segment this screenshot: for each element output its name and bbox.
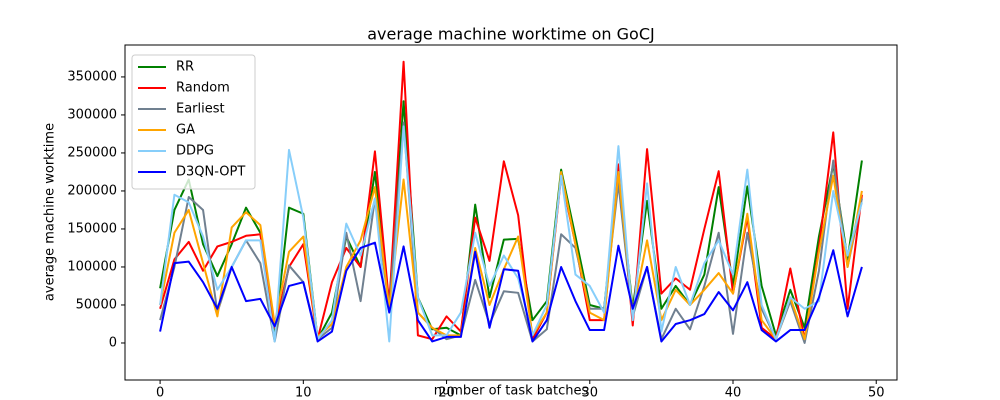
- y-tick-label: 200000: [67, 183, 117, 198]
- legend-label: Random: [176, 81, 230, 96]
- y-tick-label: 350000: [67, 69, 117, 84]
- series-line: [159, 241, 863, 343]
- y-tick-label: 250000: [67, 145, 117, 160]
- x-tick-label: 0: [156, 386, 164, 400]
- legend: RR Random Earliest GA DDPG D3QN-OPT: [131, 54, 256, 190]
- y-tick-label: 100000: [67, 259, 117, 274]
- legend-label: Earliest: [176, 102, 225, 117]
- legend-label: GA: [176, 123, 195, 138]
- series-line: [159, 60, 863, 341]
- series-line: [159, 100, 863, 341]
- series-line: [159, 125, 863, 343]
- x-tick-label: 40: [725, 386, 742, 400]
- legend-label: DDPG: [176, 144, 214, 159]
- legend-label: D3QN-OPT: [176, 165, 245, 180]
- y-tick-label: 300000: [67, 107, 117, 122]
- plot-frame: [124, 44, 898, 381]
- y-tick-label: 50000: [76, 297, 117, 312]
- y-tick-label: 150000: [67, 221, 117, 236]
- x-tick-label: 10: [295, 386, 312, 400]
- x-tick-label: 20: [438, 386, 455, 400]
- chart-title: average machine worktime on GoCJ: [367, 25, 654, 44]
- y-axis-label: average machine worktime: [43, 123, 58, 301]
- x-tick-label: 50: [868, 386, 885, 400]
- series-line: [159, 121, 863, 344]
- y-tick-label: 0: [109, 335, 117, 350]
- x-axis-label: number of task batches: [434, 384, 589, 399]
- x-tick-label: 30: [582, 386, 599, 400]
- legend-label: RR: [176, 60, 194, 75]
